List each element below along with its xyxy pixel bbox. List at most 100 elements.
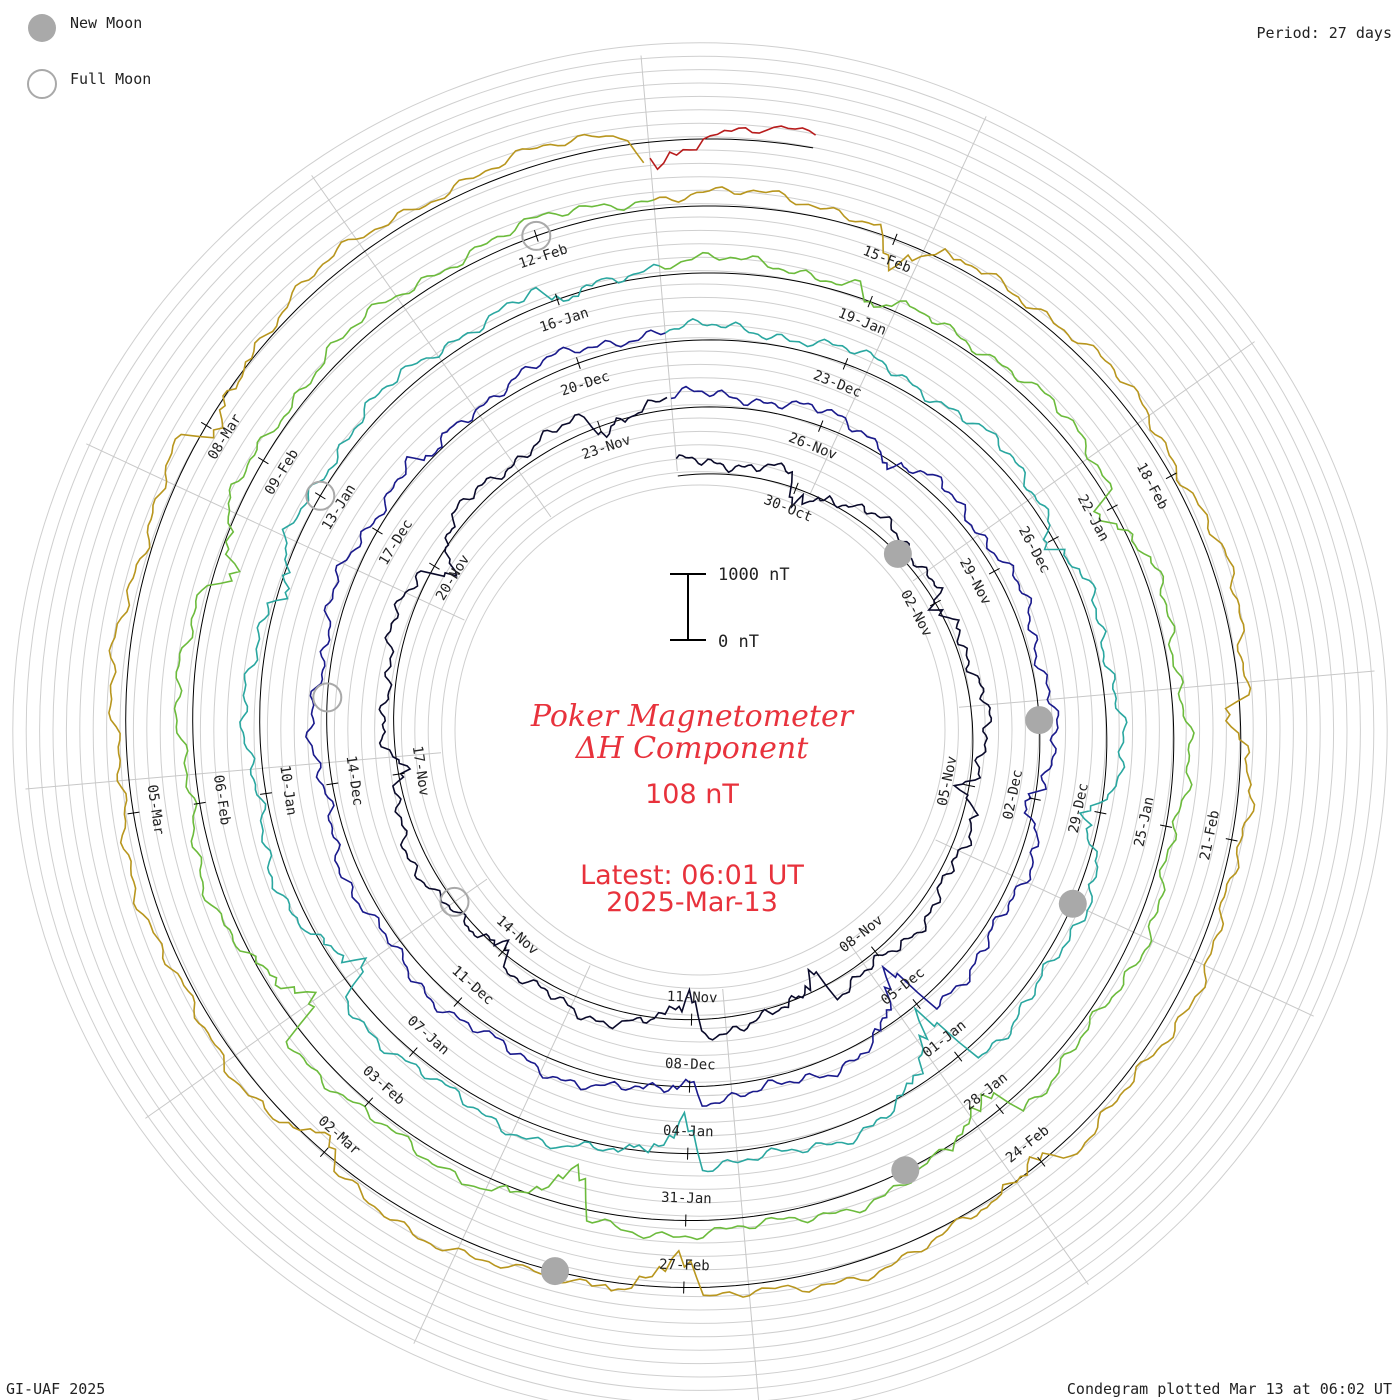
date-label: 10-Jan (276, 764, 299, 816)
scale-bottom-label: 0 nT (718, 632, 759, 652)
date-tick (1160, 824, 1172, 828)
latest-date: 2025-Mar-13 (606, 887, 778, 918)
new-moon-marker (541, 1257, 569, 1286)
grid-ring (159, 189, 1241, 1271)
grid-ring (186, 216, 1214, 1244)
date-label: 08-Dec (665, 1056, 716, 1073)
grid-spoke (86, 443, 465, 621)
grid-ring (240, 270, 1160, 1190)
grid-ring (374, 404, 1026, 1056)
grid-rings (12, 42, 1388, 1400)
date-label: 20-Dec (559, 368, 612, 399)
date-label: 21-Feb (1197, 809, 1223, 862)
grid-ring (65, 95, 1335, 1365)
data-series-line (173, 199, 1195, 1241)
new-moon-legend-icon (28, 14, 56, 42)
date-tick (372, 527, 383, 535)
chart-subtitle: ΔH Component (575, 731, 809, 766)
grid-spokes (25, 55, 1375, 1400)
date-tick (963, 783, 976, 788)
date-tick (597, 420, 602, 433)
grid-spoke (809, 116, 987, 495)
data-series-line (378, 396, 993, 1041)
moon-markers (305, 220, 1087, 1286)
footer-credit: GI-UAF 2025 (6, 1380, 105, 1398)
date-tick (429, 562, 440, 570)
date-label: 30-Oct (761, 492, 814, 526)
date-tick (929, 599, 941, 607)
date-label: 12-Feb (517, 241, 570, 272)
date-label: 23-Dec (811, 368, 864, 402)
date-tick (409, 1047, 418, 1057)
full-moon-legend-label: Full Moon (70, 70, 151, 88)
date-tick (127, 811, 140, 815)
date-tick (200, 421, 212, 430)
date-label: 17-Nov (409, 745, 432, 797)
date-tick (912, 998, 921, 1010)
date-tick (1225, 838, 1238, 842)
date-label: 04-Jan (663, 1123, 714, 1140)
grid-ring (253, 283, 1147, 1177)
date-tick (260, 792, 272, 795)
grid-ring (400, 430, 1000, 1030)
grid-ring (226, 256, 1174, 1204)
date-tick (364, 1097, 374, 1107)
baseline-spiral (125, 138, 1242, 1288)
grid-ring (106, 136, 1294, 1324)
grid-spoke (145, 878, 488, 1119)
grid-ring (79, 109, 1321, 1351)
full-moon-marker (305, 480, 336, 511)
date-label: 18-Feb (1133, 460, 1171, 512)
date-tick (995, 1104, 1004, 1115)
baseline-path (125, 138, 1242, 1288)
grid-spoke (958, 670, 1375, 708)
date-tick (1037, 1156, 1046, 1167)
date-tick (988, 567, 1000, 575)
grid-ring (427, 457, 973, 1003)
grid-ring (333, 363, 1067, 1097)
date-tick (892, 233, 898, 246)
grid-ring (387, 417, 1013, 1043)
grid-ring (199, 229, 1201, 1231)
grid-ring (173, 203, 1227, 1257)
new-moon-marker (883, 539, 912, 568)
date-label: 29-Dec (1066, 782, 1092, 835)
data-series-line (239, 263, 1128, 1173)
date-label: 27-Feb (659, 1257, 710, 1274)
full-moon-marker (439, 886, 470, 917)
date-label: 05-Nov (935, 755, 961, 808)
date-label: 02-Nov (897, 587, 935, 639)
new-moon-marker (1058, 889, 1087, 918)
date-tick (555, 293, 560, 306)
date-label: 05-Mar (144, 784, 167, 836)
date-label: 06-Feb (210, 774, 233, 826)
latest-time: Latest: 06:01 UT (580, 860, 804, 891)
grid-ring (441, 471, 959, 989)
full-moon-legend-icon (27, 69, 57, 99)
grid-spoke (25, 752, 442, 790)
date-tick (453, 997, 463, 1007)
date-label: 14-Dec (343, 755, 366, 807)
chart-title: Poker Magnetometer (530, 699, 855, 734)
footer-plot-time: Condegram plotted Mar 13 at 06:02 UT (1067, 1380, 1392, 1398)
date-tick (193, 801, 206, 805)
date-tick (954, 1051, 963, 1062)
new-moon-legend-label: New Moon (70, 14, 142, 32)
date-label: 31-Jan (661, 1190, 712, 1207)
date-tick (319, 1147, 329, 1158)
grid-spoke (935, 839, 1314, 1017)
grid-ring (39, 69, 1361, 1391)
grid-spoke (722, 988, 760, 1400)
date-label: 22-Jan (1074, 492, 1112, 544)
date-tick (576, 357, 581, 369)
date-tick (1106, 504, 1118, 511)
date-label: 16-Jan (538, 305, 591, 336)
data-series-line (649, 125, 817, 171)
grid-ring (92, 122, 1308, 1338)
grid-ring (12, 42, 1388, 1400)
date-label: 11-Nov (667, 989, 718, 1006)
date-tick (1028, 797, 1041, 801)
grid-ring (25, 55, 1375, 1400)
legend: New Moon Full Moon (27, 14, 151, 99)
grid-spoke (413, 965, 591, 1344)
